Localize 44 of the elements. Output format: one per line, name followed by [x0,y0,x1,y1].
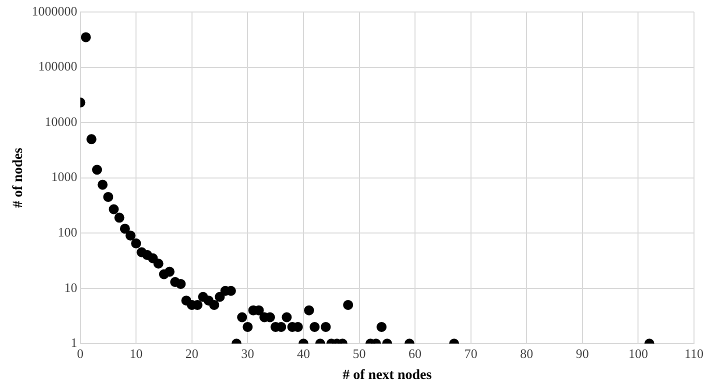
point [320,322,331,332]
point [343,300,354,310]
y-tick-label: 10000 [44,114,78,129]
y-tick-label: 1000 [51,169,78,184]
point [176,278,186,289]
x-axis-title: # of next nodes [342,368,432,384]
y-tick-label: 10 [64,280,78,295]
point [242,322,253,332]
point [164,266,175,277]
point [304,305,314,316]
x-tick-label: 90 [576,346,589,361]
point [120,224,130,234]
point [126,230,136,241]
point [103,192,114,202]
x-tick-label: 30 [241,346,254,361]
point [209,300,220,310]
y-tick-label: 1000000 [32,3,78,18]
x-tick-label: 50 [352,346,366,361]
point [310,322,320,332]
y-tick-label: 1 [70,335,78,350]
x-tick-label: 60 [408,346,422,361]
point [80,32,91,42]
point [214,292,225,302]
x-tick-label: 110 [684,346,704,361]
point [86,134,96,144]
y-tick-label: 100 [58,224,78,240]
x-tick-label: 10 [130,346,143,361]
point [282,312,292,322]
point [114,212,124,223]
x-tick-label: 70 [464,346,478,361]
x-tick-label: 0 [77,346,84,361]
point [376,322,387,332]
y-axis-title: # of nodes [11,147,26,208]
y-tick-label: 100000 [38,58,78,74]
point [131,238,142,248]
point [108,204,119,214]
point [237,312,248,322]
point [98,180,108,190]
x-tick-label: 20 [185,346,198,361]
x-tick-label: 40 [296,346,310,361]
x-tick-label: 100 [628,346,648,361]
point [92,164,102,175]
point [153,258,164,269]
x-tick-label: 80 [520,346,534,361]
